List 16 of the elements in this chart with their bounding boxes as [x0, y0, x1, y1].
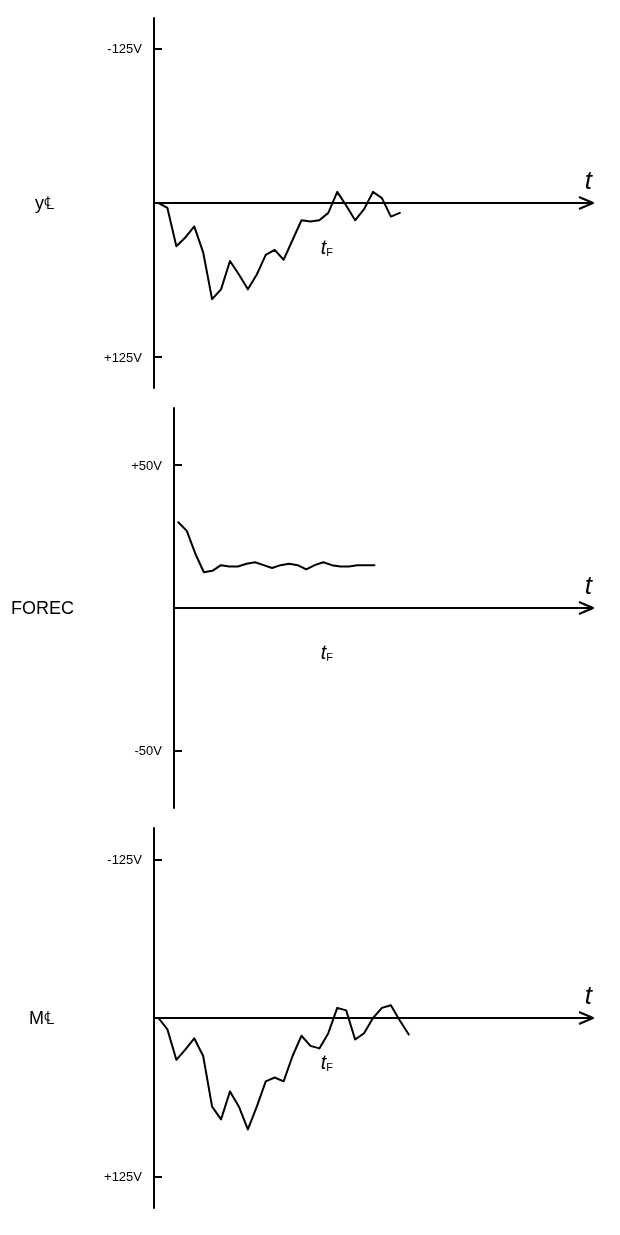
- y-tick-label: -125V: [107, 852, 143, 868]
- line-series: [177, 521, 376, 574]
- y-tick-label: +50V: [131, 457, 163, 473]
- x-axis-title: t: [584, 570, 594, 600]
- y-tick-label: +125V: [104, 1168, 143, 1184]
- annotation: tF: [320, 641, 334, 663]
- y-tick-label: +125V: [104, 349, 143, 365]
- annotation: tF: [320, 236, 334, 258]
- y-tick-label: -125V: [107, 41, 143, 57]
- annotation: tF: [320, 1051, 334, 1073]
- y-axis-title: M℄: [29, 1008, 54, 1028]
- x-axis-title: t: [584, 980, 594, 1010]
- y-axis-title: y℄: [35, 193, 54, 213]
- y-axis-title: FOREC: [11, 598, 74, 618]
- y-tick-label: -50V: [134, 743, 163, 759]
- x-axis-title: t: [584, 165, 594, 195]
